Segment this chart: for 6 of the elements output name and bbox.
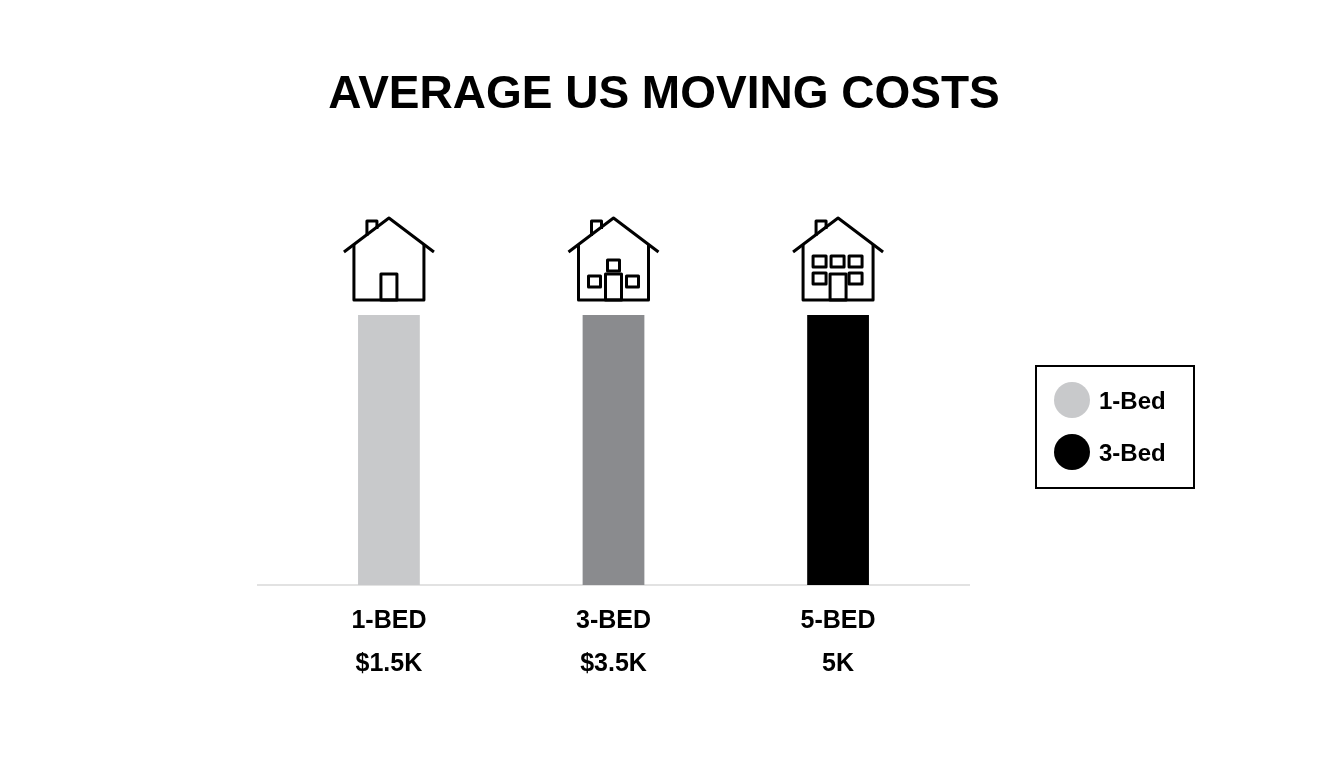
chart-title: AVERAGE US MOVING COSTS <box>328 66 1000 118</box>
x-tick-label: 5-BED 5K <box>800 605 876 676</box>
x-tick-label: 1-BED $1.5K <box>351 605 427 676</box>
legend-label: 3-Bed <box>1099 439 1166 466</box>
legend-label: 1-Bed <box>1099 387 1166 414</box>
x-tick-label: 3-BED $3.5K <box>575 605 652 676</box>
